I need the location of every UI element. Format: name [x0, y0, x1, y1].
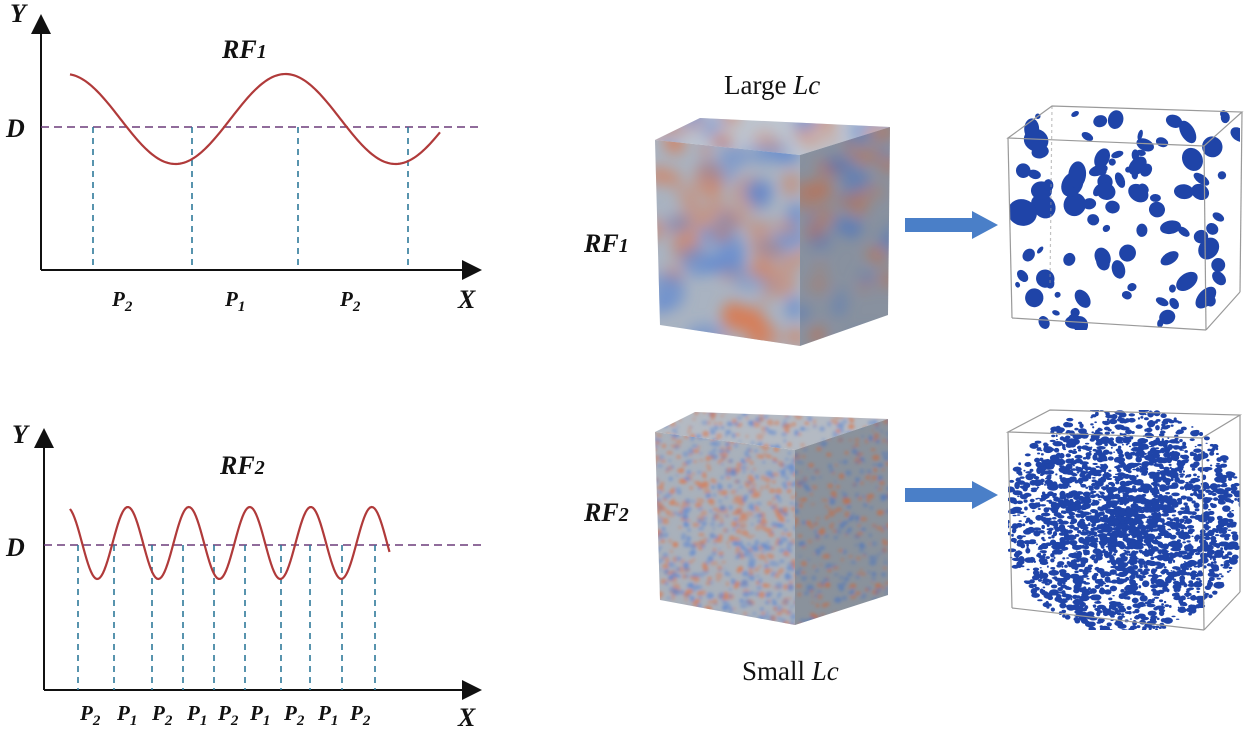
- plot-rf2: Y X D RF2 P2 P1 P2 P1 P2 P1 P2 P1 P2: [5, 420, 482, 732]
- partition-label: P2: [217, 701, 239, 729]
- y-axis-label: Y: [12, 420, 30, 449]
- partition-label: P1: [224, 287, 245, 315]
- plot-rf1: Y X D RF1 P2 P1 P2: [5, 0, 482, 315]
- pore-structure-large-lc: [1006, 105, 1244, 331]
- partition-label: P2: [349, 701, 371, 729]
- random-field-cube-large-lc: [655, 118, 890, 346]
- random-field-cube-small-lc: [655, 412, 888, 625]
- field-label: RF2: [219, 451, 265, 480]
- threshold-label: D: [5, 114, 25, 143]
- top-caption: Large Lc: [724, 70, 820, 100]
- partition-labels: P2 P1 P2: [111, 287, 361, 315]
- partition-labels: P2 P1 P2 P1 P2 P1 P2 P1 P2: [79, 701, 371, 729]
- partition-label: P2: [339, 287, 361, 315]
- bottom-caption: Small Lc: [742, 656, 839, 686]
- arrow-row2: [905, 481, 998, 509]
- arrow-row1: [905, 211, 998, 239]
- pore-structure-small-lc: [1005, 409, 1243, 631]
- partition-label: P1: [249, 701, 270, 729]
- partition-label: P2: [151, 701, 173, 729]
- partition-label: P2: [79, 701, 101, 729]
- partition-label: P1: [317, 701, 338, 729]
- row1-label: RF1: [583, 229, 629, 258]
- partition-label: P2: [283, 701, 305, 729]
- threshold-label: D: [5, 533, 25, 562]
- y-axis-label: Y: [10, 0, 28, 28]
- partition-label: P2: [111, 287, 133, 315]
- field-curve: [69, 505, 391, 581]
- drop-lines: [92, 127, 409, 270]
- field-curve: [69, 72, 441, 166]
- x-axis-label: X: [457, 285, 476, 314]
- x-axis-label: X: [457, 703, 476, 732]
- partition-label: P1: [116, 701, 137, 729]
- field-label: RF1: [221, 35, 267, 64]
- row2-label: RF2: [583, 498, 629, 527]
- partition-label: P1: [186, 701, 207, 729]
